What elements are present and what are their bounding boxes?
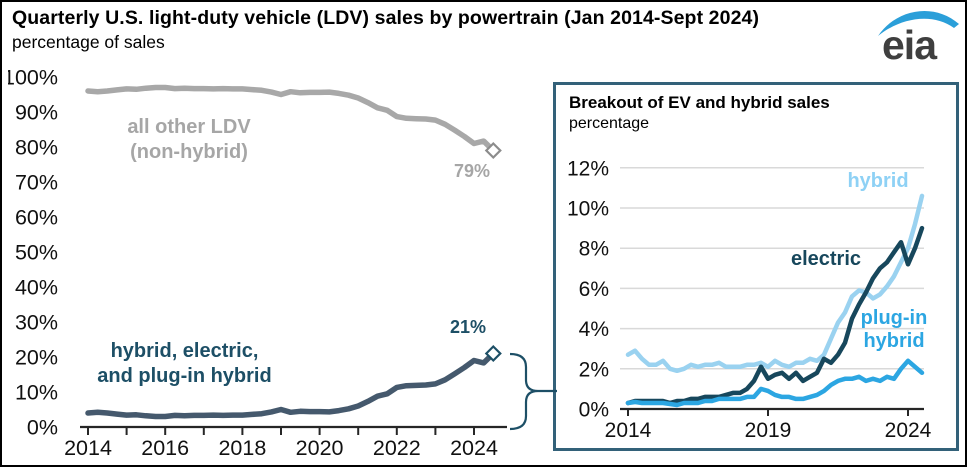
svg-text:8%: 8% — [579, 238, 609, 261]
series-label-plug-in-hybrid: plug-in hybrid — [845, 307, 943, 353]
eia-logo-swoosh — [878, 10, 959, 36]
svg-text:2022: 2022 — [373, 436, 421, 460]
svg-text:20%: 20% — [15, 346, 58, 370]
series-label-plug-in-hybrid-line1: plug-in — [860, 307, 928, 329]
svg-text:4%: 4% — [579, 318, 609, 341]
svg-text:2020: 2020 — [296, 436, 344, 460]
series-label-combined: hybrid, electric, and plug-in hybrid — [72, 339, 297, 389]
end-value-all-other: 79% — [453, 161, 491, 181]
svg-text:12%: 12% — [567, 157, 609, 180]
end-value-combined: 21% — [449, 317, 487, 337]
svg-text:2018: 2018 — [218, 436, 266, 460]
svg-text:2016: 2016 — [141, 436, 189, 460]
page-title: Quarterly U.S. light-duty vehicle (LDV) … — [12, 7, 760, 29]
svg-text:50%: 50% — [15, 241, 58, 265]
inset-subtitle: percentage — [569, 115, 650, 132]
svg-text:2014: 2014 — [605, 419, 652, 442]
svg-text:70%: 70% — [15, 171, 58, 195]
series-label-all-other: all other LDV (non-hybrid) — [84, 115, 294, 165]
svg-text:2019: 2019 — [745, 419, 792, 442]
series-label-all-other-line1: all other LDV — [127, 116, 251, 138]
series-line — [625, 225, 925, 406]
series-line — [625, 193, 925, 374]
end-marker-diamond — [484, 141, 502, 160]
svg-text:90%: 90% — [15, 101, 58, 125]
main-chart-plot: 0% 10% 20% 30% 40% 50% 60% 70% 80% 90% 100% 2014 201… — [8, 66, 507, 460]
series-label-hybrid: hybrid — [847, 170, 909, 192]
svg-text:0%: 0% — [27, 416, 58, 440]
series-label-all-other-line2: (non-hybrid) — [130, 141, 248, 163]
inset-chart-plot: 0% 2% 4% 6% 8% 10% 12% 2014 2019 2024 — [567, 157, 932, 442]
svg-text:2024: 2024 — [885, 419, 932, 442]
svg-text:2%: 2% — [579, 358, 609, 381]
svg-text:10%: 10% — [15, 381, 58, 405]
inset-panel: Breakout of EV and hybrid sales percenta… — [553, 82, 959, 451]
brace-connector — [509, 352, 557, 431]
series-line — [85, 84, 497, 154]
svg-text:0%: 0% — [579, 399, 609, 422]
svg-text:80%: 80% — [15, 136, 58, 160]
eia-logo-text: eia — [882, 22, 938, 65]
series-label-electric: electric — [790, 248, 862, 270]
svg-text:30%: 30% — [15, 311, 58, 335]
page-subtitle: percentage of sales — [12, 32, 165, 52]
svg-text:2024: 2024 — [450, 436, 498, 460]
svg-text:40%: 40% — [15, 276, 58, 300]
series-label-plug-in-hybrid-line2: hybrid — [863, 330, 925, 352]
series-line — [85, 350, 497, 420]
svg-text:6%: 6% — [579, 278, 609, 301]
svg-text:2014: 2014 — [64, 436, 112, 460]
svg-text:10%: 10% — [567, 198, 609, 221]
series-label-combined-line2: and plug-in hybrid — [97, 365, 272, 387]
eia-logo: eia — [878, 10, 959, 65]
series-line — [625, 358, 925, 408]
svg-text:60%: 60% — [15, 206, 58, 230]
svg-text:100%: 100% — [8, 66, 58, 90]
inset-title: Breakout of EV and hybrid sales — [569, 93, 830, 112]
series-label-combined-line1: hybrid, electric, — [110, 340, 259, 362]
end-marker-diamond — [484, 344, 502, 363]
